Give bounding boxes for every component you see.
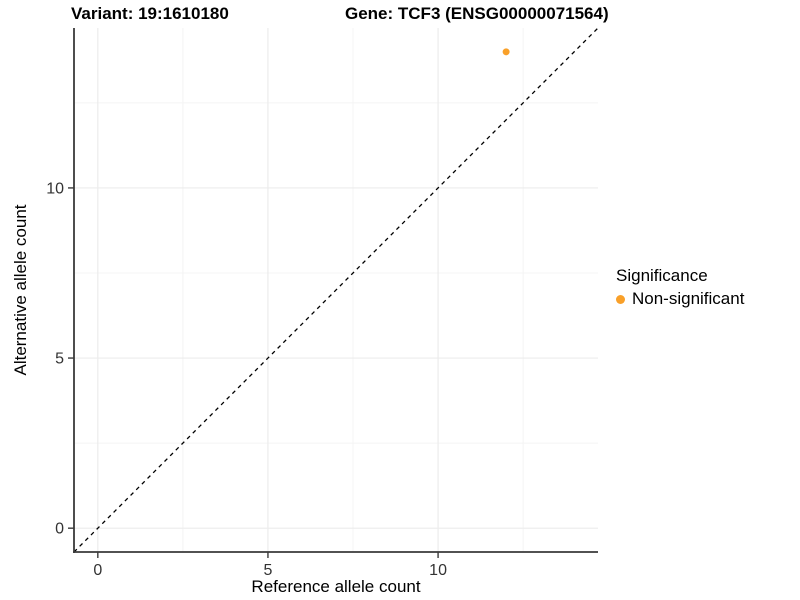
y-tick-label: 10	[46, 180, 64, 197]
legend-title: Significance	[616, 266, 708, 285]
legend: Significance Non-significant	[616, 266, 744, 309]
gene-title: Gene: TCF3 (ENSG00000071564)	[345, 4, 609, 23]
y-tick-label: 5	[55, 351, 64, 368]
data-point	[502, 48, 510, 56]
x-tick-label: 5	[263, 562, 272, 579]
y-tick-label: 0	[55, 521, 64, 538]
y-axis-title: Alternative allele count	[11, 204, 30, 376]
x-axis-title: Reference allele count	[251, 577, 421, 596]
legend-point-icon	[616, 294, 625, 304]
identity-line	[73, 27, 599, 553]
x-tick-label: 0	[93, 562, 102, 579]
variant-title: Variant: 19:1610180	[71, 4, 229, 23]
legend-item: Non-significant	[616, 289, 744, 309]
x-tick-label: 10	[429, 562, 447, 579]
legend-item-label: Non-significant	[632, 289, 745, 308]
